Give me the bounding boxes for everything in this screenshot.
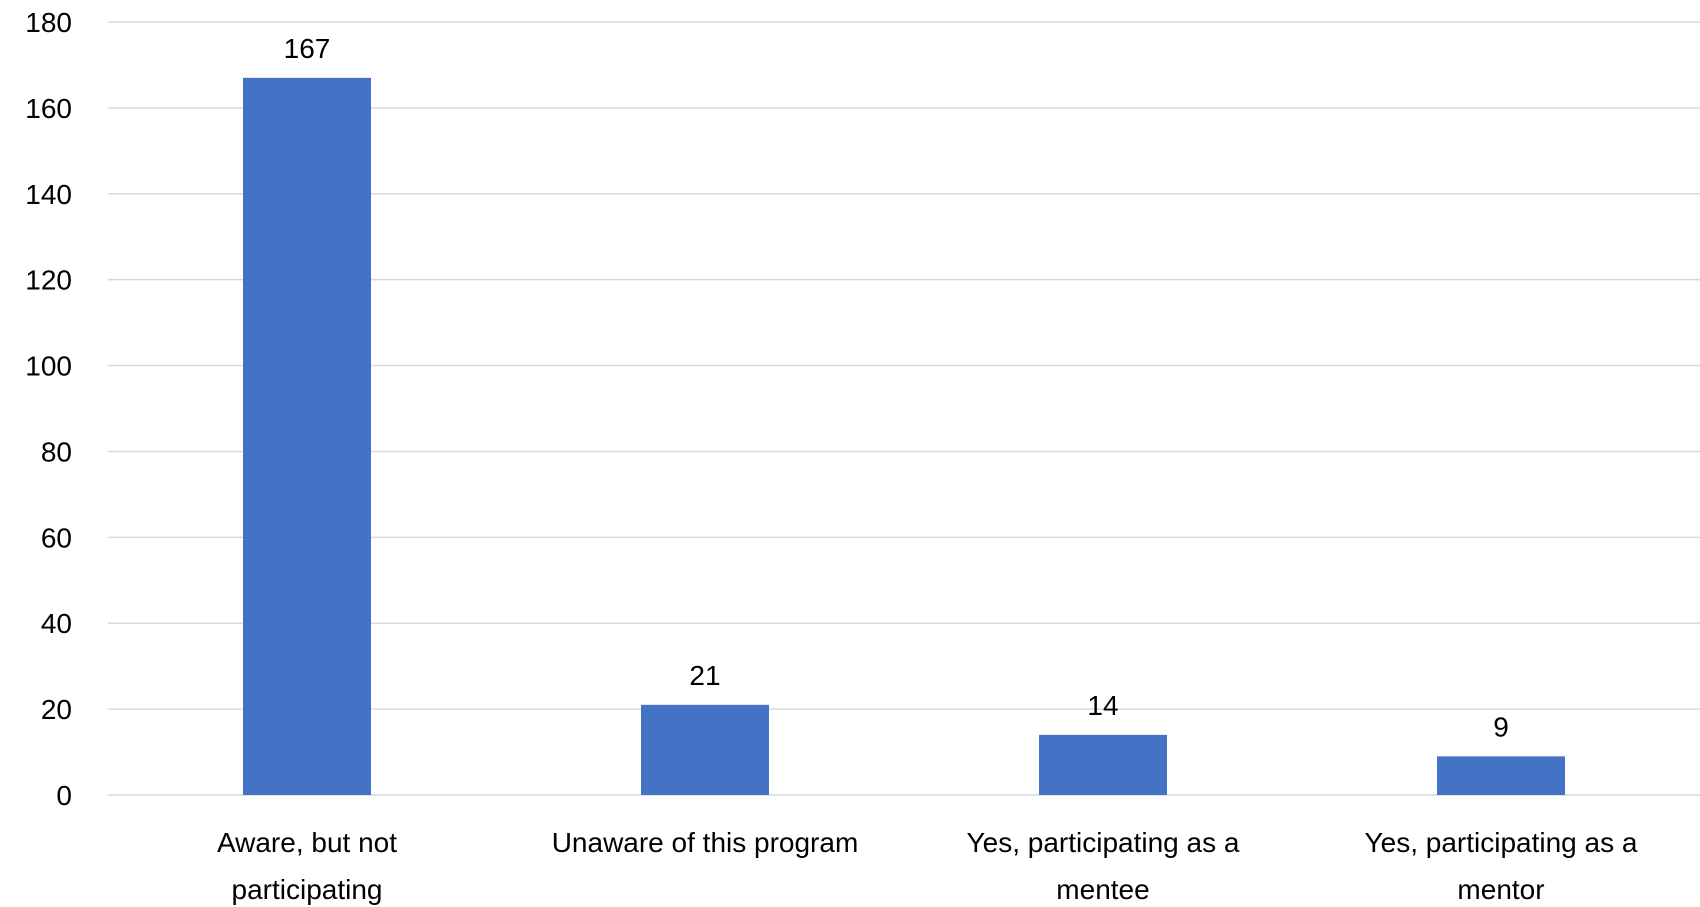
x-category-label: participating	[232, 874, 383, 905]
x-category-label: mentor	[1457, 874, 1544, 905]
y-tick-label: 0	[56, 780, 72, 811]
x-axis-categories: Aware, but not participating Unaware of th…	[217, 827, 1638, 905]
x-category-label: Yes, participating as a	[1365, 827, 1638, 858]
x-category-label: Unaware of this program	[552, 827, 859, 858]
data-label: 14	[1087, 690, 1118, 721]
data-label: 9	[1493, 711, 1509, 742]
data-label: 21	[689, 660, 720, 691]
bar	[243, 77, 371, 796]
x-category-label: mentee	[1056, 874, 1149, 905]
y-tick-label: 120	[25, 265, 72, 296]
bar	[1437, 756, 1565, 795]
bar	[1039, 734, 1167, 795]
y-tick-label: 80	[41, 436, 72, 467]
bar	[641, 704, 769, 795]
y-axis-ticks: 0 20 40 60 80 100 120 140 160 180	[25, 7, 72, 811]
x-category-label: Aware, but not	[217, 827, 397, 858]
data-labels: 167 21 14 9	[284, 33, 1509, 743]
bars	[243, 77, 1565, 796]
y-tick-label: 140	[25, 179, 72, 210]
data-label: 167	[284, 33, 331, 64]
y-tick-label: 40	[41, 608, 72, 639]
y-tick-label: 60	[41, 522, 72, 553]
y-tick-label: 160	[25, 93, 72, 124]
gridlines	[108, 21, 1700, 796]
y-tick-label: 20	[41, 694, 72, 725]
x-category-label: Yes, participating as a	[967, 827, 1240, 858]
y-tick-label: 100	[25, 351, 72, 382]
y-tick-label: 180	[25, 7, 72, 38]
